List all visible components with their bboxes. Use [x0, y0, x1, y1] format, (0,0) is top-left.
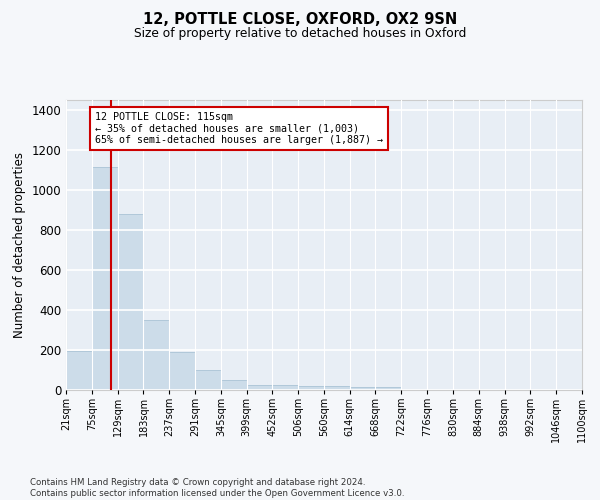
Bar: [66, 351, 92, 390]
Y-axis label: Number of detached properties: Number of detached properties: [13, 152, 26, 338]
Bar: [195, 370, 221, 390]
Bar: [118, 214, 143, 390]
Bar: [298, 386, 324, 390]
Bar: [247, 385, 272, 390]
Bar: [143, 320, 169, 390]
Bar: [92, 167, 118, 390]
Text: Size of property relative to detached houses in Oxford: Size of property relative to detached ho…: [134, 28, 466, 40]
Bar: [221, 380, 247, 390]
Text: 12, POTTLE CLOSE, OXFORD, OX2 9SN: 12, POTTLE CLOSE, OXFORD, OX2 9SN: [143, 12, 457, 28]
Text: Contains HM Land Registry data © Crown copyright and database right 2024.
Contai: Contains HM Land Registry data © Crown c…: [30, 478, 404, 498]
Text: 12 POTTLE CLOSE: 115sqm
← 35% of detached houses are smaller (1,003)
65% of semi: 12 POTTLE CLOSE: 115sqm ← 35% of detache…: [95, 112, 383, 145]
Bar: [272, 385, 298, 390]
Bar: [324, 386, 350, 390]
Bar: [350, 387, 376, 390]
Bar: [376, 387, 401, 390]
Bar: [169, 352, 195, 390]
